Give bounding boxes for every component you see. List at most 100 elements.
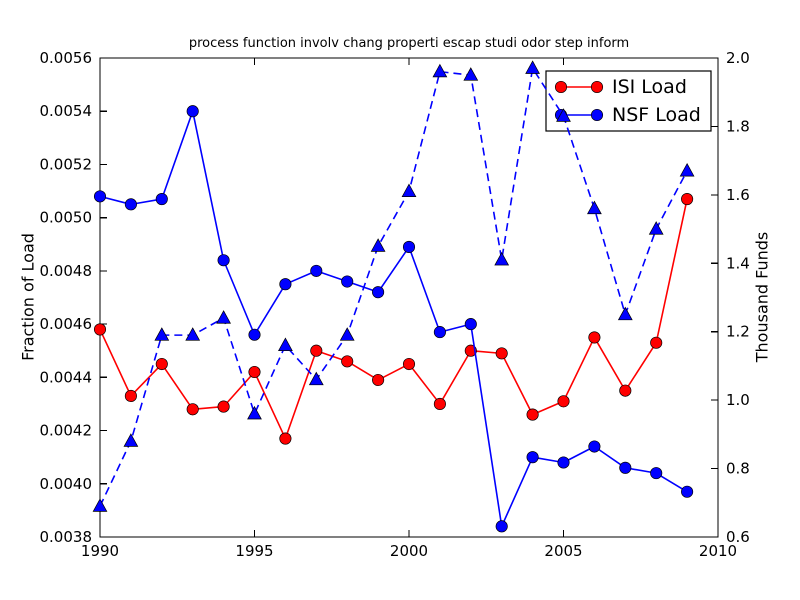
data-point-marker: [432, 63, 448, 78]
series-line: [99, 110, 688, 528]
data-point-marker: [433, 326, 446, 339]
data-point-marker: [526, 451, 539, 464]
series-nsf-load: [93, 105, 694, 533]
data-point-marker: [588, 440, 601, 453]
data-point-marker: [93, 323, 107, 336]
data-point-marker: [619, 384, 632, 397]
chart-title: process function involv chang properti e…: [188, 36, 630, 51]
data-point-marker: [248, 365, 261, 379]
data-point-marker: [155, 357, 168, 371]
y-tick-label-right: 0.6: [726, 528, 750, 546]
legend-box: [545, 70, 712, 132]
y-tick-label-left: 0.0052: [40, 155, 93, 173]
data-point-marker: [495, 520, 508, 533]
data-point-marker: [341, 275, 354, 288]
y-axis-left: 0.0038 0.0040 0.0042 0.0044 0.0046 0.0048 0.00…: [40, 49, 107, 546]
legend-label: NSF Load: [612, 104, 701, 126]
data-point-marker: [123, 433, 139, 447]
data-point-marker: [124, 198, 137, 211]
data-point-marker: [648, 221, 664, 235]
data-point-marker: [339, 327, 355, 341]
y-tick-label-left: 0.0038: [40, 528, 93, 546]
data-point-marker: [463, 67, 479, 81]
data-point-marker: [154, 327, 170, 341]
data-point-marker: [587, 200, 602, 215]
legend-marker: [554, 80, 568, 94]
legend-item: ISI Load: [554, 76, 687, 98]
x-tick-label: 1990: [81, 542, 119, 560]
y-tick-label-left: 0.0044: [40, 368, 93, 386]
y-tick-label-left: 0.0040: [40, 475, 93, 493]
data-point-marker: [557, 395, 570, 408]
y-tick-label-right: 0.8: [726, 460, 750, 478]
data-point-marker: [341, 355, 354, 368]
y-tick-label-right: 1.2: [726, 323, 750, 341]
y-axis-right: 0.6 0.8 1.0 1.2 1.4 1.6 1.8 2.0: [711, 49, 750, 546]
data-point-marker: [372, 373, 385, 387]
data-point-marker: [308, 371, 324, 386]
y-tick-label-left: 0.0046: [40, 315, 93, 333]
data-point-marker: [464, 318, 477, 331]
data-point-marker: [588, 331, 601, 344]
data-point-marker: [186, 105, 199, 118]
legend-marker: [590, 80, 604, 94]
data-point-marker: [681, 485, 694, 498]
data-point-marker: [681, 192, 694, 206]
data-point-marker: [278, 337, 293, 351]
data-point-marker: [495, 347, 508, 360]
y-tick-label-right: 2.0: [726, 49, 750, 67]
data-point-marker: [185, 327, 201, 341]
data-point-marker: [619, 461, 632, 474]
data-point-marker: [526, 408, 539, 421]
data-point-marker: [650, 336, 663, 349]
y-tick-label-left: 0.0056: [40, 49, 93, 67]
x-tick-label: 2010: [699, 542, 737, 560]
y-tick-label-left: 0.0048: [40, 262, 93, 280]
data-point-marker: [556, 108, 571, 122]
series-funds-dashed: [92, 60, 695, 512]
y-tick-label-right: 1.4: [726, 254, 750, 272]
data-point-marker: [216, 310, 231, 324]
data-point-marker: [186, 403, 199, 416]
x-axis: 1990 1995 2000 2005 2010: [81, 58, 737, 560]
data-point-marker: [124, 389, 137, 403]
data-point-marker: [372, 286, 385, 299]
data-point-marker: [370, 238, 386, 252]
series-isi-load: [93, 192, 694, 445]
y-tick-label-left: 0.0042: [40, 422, 93, 440]
data-point-marker: [401, 183, 417, 197]
y-tick-label-right: 1.8: [726, 117, 750, 135]
data-point-marker: [679, 162, 695, 177]
data-point-marker: [525, 60, 540, 74]
x-tick-label: 2000: [390, 542, 428, 560]
data-point-marker: [279, 278, 292, 291]
y-tick-label-right: 1.6: [726, 186, 750, 204]
data-point-marker: [617, 306, 633, 321]
data-point-marker: [402, 240, 416, 253]
data-point-marker: [402, 357, 416, 371]
data-point-marker: [217, 254, 230, 267]
series-line: [99, 67, 688, 507]
legend-marker: [590, 108, 604, 122]
data-point-marker: [92, 498, 108, 512]
data-point-marker: [310, 264, 323, 277]
data-point-marker: [433, 397, 446, 410]
data-point-marker: [248, 328, 261, 341]
data-point-marker: [557, 456, 570, 469]
data-point-marker: [93, 190, 107, 203]
data-point-marker: [494, 251, 510, 266]
data-point-marker: [650, 467, 663, 480]
data-point-marker: [155, 192, 168, 206]
y-tick-label-left: 0.0054: [40, 102, 93, 120]
series-line: [99, 198, 688, 440]
legend-label: ISI Load: [612, 76, 687, 98]
data-point-marker: [217, 400, 230, 413]
data-point-marker: [279, 432, 292, 445]
x-tick-label: 2005: [544, 542, 582, 560]
x-tick-label: 1995: [235, 542, 273, 560]
y-tick-label-right: 1.0: [726, 391, 750, 409]
data-point-marker: [310, 344, 323, 357]
data-point-marker: [247, 405, 262, 420]
